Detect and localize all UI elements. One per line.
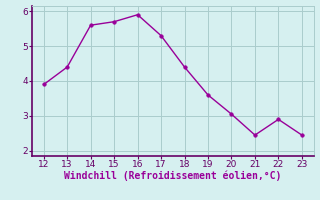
X-axis label: Windchill (Refroidissement éolien,°C): Windchill (Refroidissement éolien,°C) — [64, 171, 282, 181]
